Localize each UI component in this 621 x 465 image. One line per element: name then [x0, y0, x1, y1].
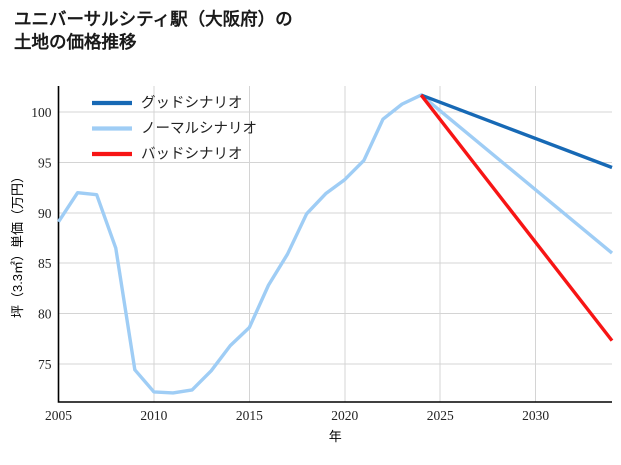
legend-label-good: グッドシナリオ: [141, 94, 243, 111]
series-line-bad: [419, 94, 614, 342]
y-axis-tick-label: 85: [38, 256, 52, 271]
x-axis-tick-label: 2005: [45, 408, 72, 423]
chart-axes: [57, 86, 612, 403]
series-line-normal: [57, 93, 614, 395]
y-axis-tick-label: 75: [38, 357, 52, 372]
y-axis-title: 坪（3.3㎡）単価（万円）: [10, 170, 25, 318]
y-axis-tick-label: 80: [38, 306, 52, 321]
legend-label-normal: ノーマルシナリオ: [141, 121, 257, 137]
page-title: ユニバーサルシティ駅（大阪府）の 土地の価格推移: [14, 9, 293, 53]
x-axis-title: 年: [329, 429, 342, 444]
x-axis-tick-label: 2015: [236, 408, 263, 423]
series-line-good: [420, 93, 613, 170]
x-axis-tick-label: 2010: [140, 408, 167, 423]
x-axis-tick-label: 2030: [522, 408, 549, 423]
y-axis-tick-label: 95: [38, 155, 52, 170]
y-axis-tick-label: 90: [38, 206, 52, 221]
legend-label-bad: バッドシナリオ: [141, 146, 243, 162]
x-axis-tick-label: 2020: [331, 408, 358, 423]
y-axis-tick-label: 100: [31, 105, 52, 120]
x-axis-tick-label: 2025: [427, 408, 454, 423]
